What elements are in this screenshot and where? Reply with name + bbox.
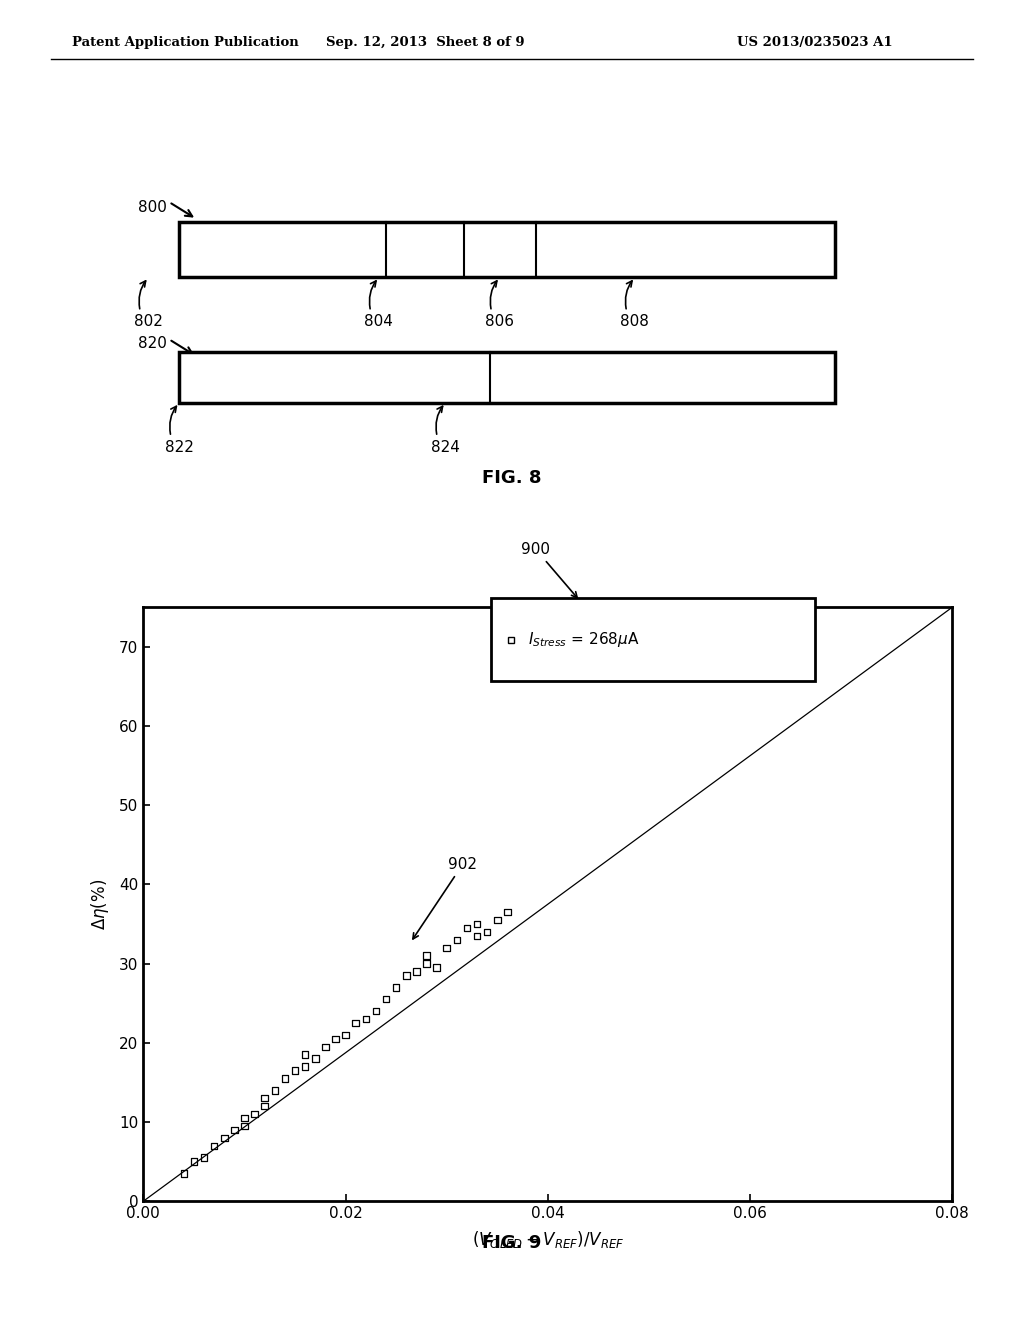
Point — [500, 902, 515, 923]
Text: 820: 820 — [138, 335, 167, 351]
Point — [206, 1135, 222, 1156]
Point — [469, 925, 485, 946]
Point — [185, 1151, 202, 1172]
Point — [419, 945, 435, 966]
Point — [237, 1107, 253, 1129]
Point — [256, 1096, 272, 1117]
Point — [287, 1060, 303, 1081]
Text: FIG. 8: FIG. 8 — [482, 469, 542, 487]
Point — [196, 1147, 212, 1168]
Text: 800: 800 — [138, 199, 167, 215]
Text: 900: 900 — [521, 541, 578, 598]
Text: 806: 806 — [485, 314, 514, 329]
Text: 902: 902 — [413, 857, 477, 939]
Text: US 2013/0235023 A1: US 2013/0235023 A1 — [737, 36, 893, 49]
Point — [256, 1088, 272, 1109]
Point — [216, 1127, 232, 1148]
Text: 822: 822 — [165, 440, 194, 454]
Point — [297, 1044, 313, 1065]
Point — [237, 1115, 253, 1137]
FancyBboxPatch shape — [492, 598, 815, 681]
Point — [438, 937, 455, 958]
Point — [176, 1163, 193, 1184]
Text: 824: 824 — [431, 440, 460, 454]
Point — [297, 1056, 313, 1077]
Point — [338, 1024, 354, 1045]
Point — [388, 977, 404, 998]
Point — [368, 1001, 384, 1022]
Point — [347, 1012, 364, 1034]
Point — [459, 917, 475, 939]
Text: $I_{Stress}$ = 268$\mu$A: $I_{Stress}$ = 268$\mu$A — [527, 631, 639, 649]
Point — [357, 1008, 374, 1030]
Point — [398, 965, 415, 986]
Point — [317, 1036, 334, 1057]
Point — [226, 1119, 243, 1140]
X-axis label: $(V_{OLED}-V_{REF})/V_{REF}$: $(V_{OLED}-V_{REF})/V_{REF}$ — [472, 1229, 624, 1250]
Point — [469, 913, 485, 935]
Text: 802: 802 — [134, 314, 163, 329]
Point — [489, 909, 506, 931]
Y-axis label: $\Delta\eta(\%)$: $\Delta\eta(\%)$ — [89, 879, 111, 929]
Point — [276, 1068, 293, 1089]
Point — [378, 989, 394, 1010]
Point — [419, 953, 435, 974]
Point — [409, 961, 425, 982]
Text: Sep. 12, 2013  Sheet 8 of 9: Sep. 12, 2013 Sheet 8 of 9 — [326, 36, 524, 49]
Text: FIG. 9: FIG. 9 — [482, 1234, 542, 1253]
Point — [479, 921, 496, 942]
Point — [449, 929, 465, 950]
Point — [247, 1104, 263, 1125]
Point — [307, 1048, 324, 1069]
Point — [266, 1080, 283, 1101]
Point — [328, 1028, 344, 1049]
Text: 804: 804 — [365, 314, 393, 329]
Point — [428, 957, 444, 978]
Text: 808: 808 — [621, 314, 649, 329]
Text: Patent Application Publication: Patent Application Publication — [72, 36, 298, 49]
